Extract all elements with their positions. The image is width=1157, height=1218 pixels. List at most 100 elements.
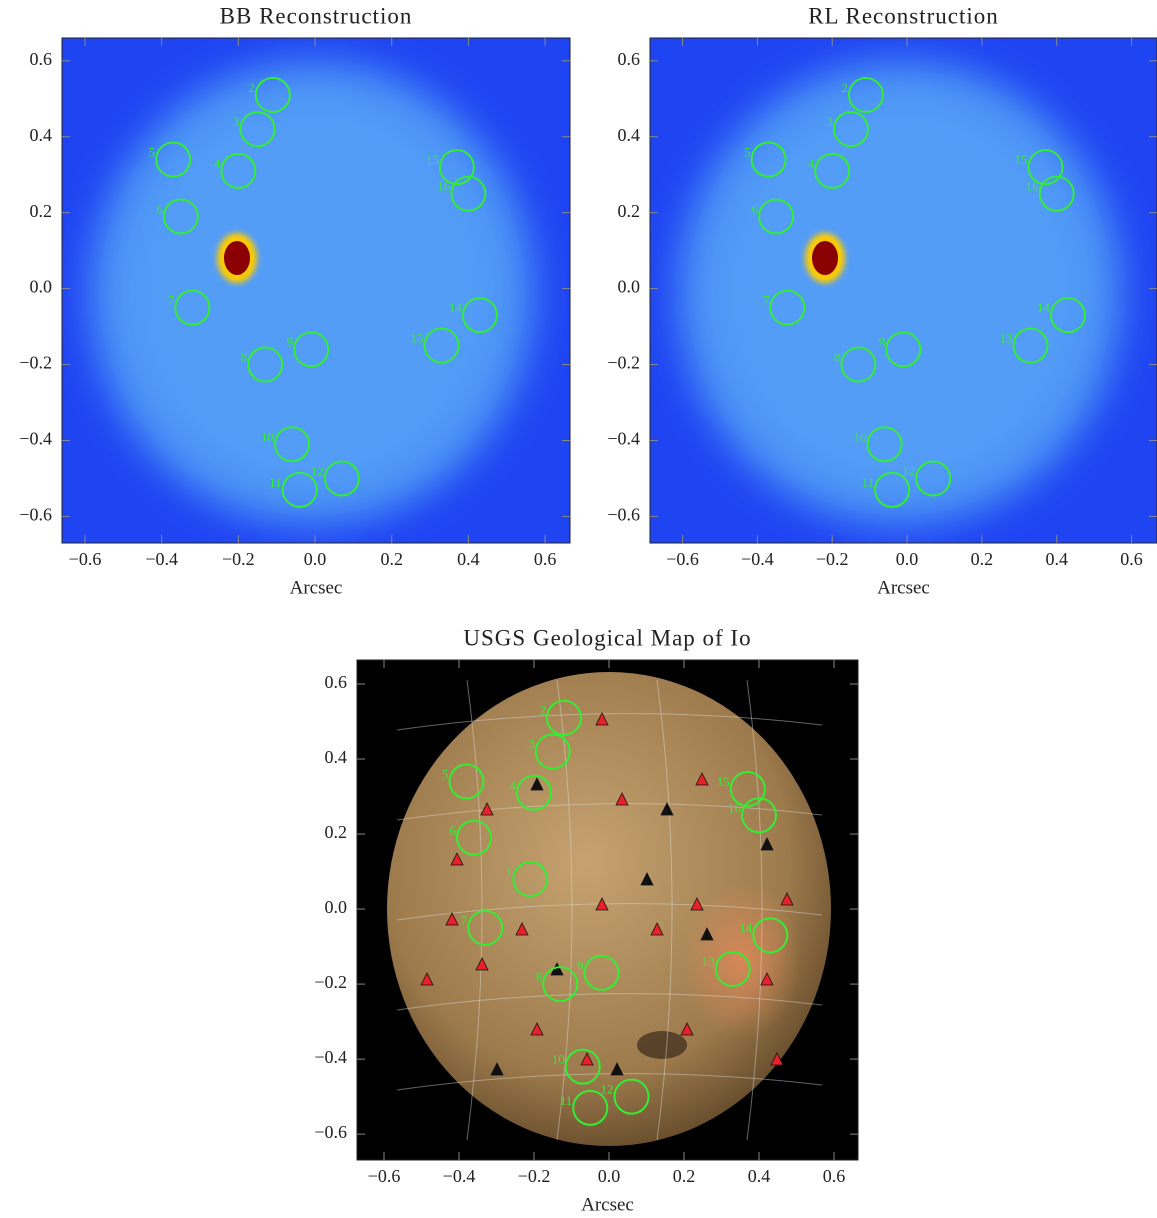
io-grid [556,679,573,1141]
y-tick-label: −0.2 [607,353,640,373]
y-tick-label: 0.6 [30,49,53,69]
feature-circle [741,797,777,834]
feature-label: 14 [739,920,753,935]
feature-label: 11 [269,475,282,490]
feature-label: 13 [1000,331,1013,346]
x-axis-label: Arcsec [290,577,343,598]
plot-frame [649,37,1157,544]
feature-label: 9 [287,334,294,349]
plot-image [650,38,1157,543]
volcano-marker [780,892,794,906]
feature-label: 14 [449,300,463,315]
feature-label: 13 [702,954,715,969]
disk-inner [132,103,492,483]
x-axis-label: Arcsec [877,577,930,598]
y-tick-label: −0.6 [314,1122,347,1142]
feature-label: 8 [241,350,248,365]
x-tick-label: 0.4 [748,1166,771,1186]
feature-circle [448,763,485,800]
x-tick-label: 0.2 [673,1166,696,1186]
feature-label: 10 [261,429,274,444]
x-tick-label: −0.6 [368,1166,401,1186]
feature-label: 12 [902,463,915,478]
feature-circle [174,289,211,326]
feature-label: 6 [156,201,163,216]
volcano-marker [450,852,464,866]
feature-label: 6 [450,823,457,838]
feature-label: 3 [826,114,833,129]
plot-frame [356,659,859,1161]
feature-circle [456,819,492,856]
feature-circle [281,471,318,508]
y-tick-label: −0.4 [314,1047,347,1067]
feature-label: 14 [1037,300,1051,315]
y-tick-label: 0.2 [618,201,641,221]
plot-image [62,38,570,543]
feature-label: 13 [411,331,424,346]
feature-label: 2 [248,80,255,95]
feature-circle [546,699,582,736]
volcano-marker [420,972,434,986]
volcano-marker [615,792,629,806]
x-tick-label: 0.2 [380,549,403,569]
feature-circle [467,909,504,946]
y-tick-label: 0.6 [618,49,641,69]
io-grid [396,903,823,921]
feature-label: 11 [862,475,875,490]
hot-spot [224,241,250,275]
feature-circle [915,460,952,497]
io-grid [396,713,823,731]
feature-circle [583,954,620,991]
volcano-marker [610,1062,624,1076]
x-tick-label: 0.0 [598,1166,621,1186]
y-tick-label: 0.4 [325,747,348,767]
feature-circle [323,460,360,497]
feature-circle [423,327,460,364]
feature-label: 11 [560,1093,573,1108]
feature-circle [450,175,487,212]
feature-circle [239,111,276,148]
volcano-marker [475,957,489,971]
volcano-marker [690,897,704,911]
feature-label: 7 [168,293,175,308]
volcano-marker [640,872,654,886]
x-tick-label: 0.0 [896,549,919,569]
feature-label: 12 [311,463,324,478]
y-tick-label: 0.2 [30,201,53,221]
feature-circle [247,346,284,383]
y-tick-label: −0.4 [607,429,640,449]
feature-circle [847,76,884,113]
x-tick-label: −0.6 [666,549,699,569]
y-tick-label: 0.0 [325,897,348,917]
feature-circle [1012,327,1049,364]
x-tick-label: 0.6 [534,549,557,569]
feature-label: 3 [528,737,535,752]
x-tick-label: −0.2 [222,549,255,569]
feature-circle [274,426,311,463]
feature-label: 7 [763,293,770,308]
feature-circle [752,917,789,954]
feature-label: 1 [506,864,513,879]
volcano-marker [490,1062,504,1076]
y-tick-label: 0.2 [325,822,348,842]
volcano-marker [770,1052,784,1066]
feature-label: 16 [1026,179,1040,194]
feature-label: 5 [744,144,751,159]
chart-title: BB Reconstruction [220,3,413,28]
y-tick-label: −0.2 [314,972,347,992]
io-dark-patch [637,1031,687,1059]
feature-label: 4 [510,778,517,793]
feature-circle [254,76,291,113]
x-tick-label: 0.4 [457,549,480,569]
volcano-marker [480,802,494,816]
feature-circle [814,152,851,189]
plot-image [357,660,858,1160]
x-tick-label: −0.6 [69,549,102,569]
io-grid [656,679,673,1141]
feature-circle [832,111,869,148]
feature-label: 16 [728,800,742,815]
feature-label: 10 [854,429,867,444]
feature-label: 10 [552,1052,565,1067]
y-tick-label: 0.4 [30,125,53,145]
feature-circle [293,331,330,368]
